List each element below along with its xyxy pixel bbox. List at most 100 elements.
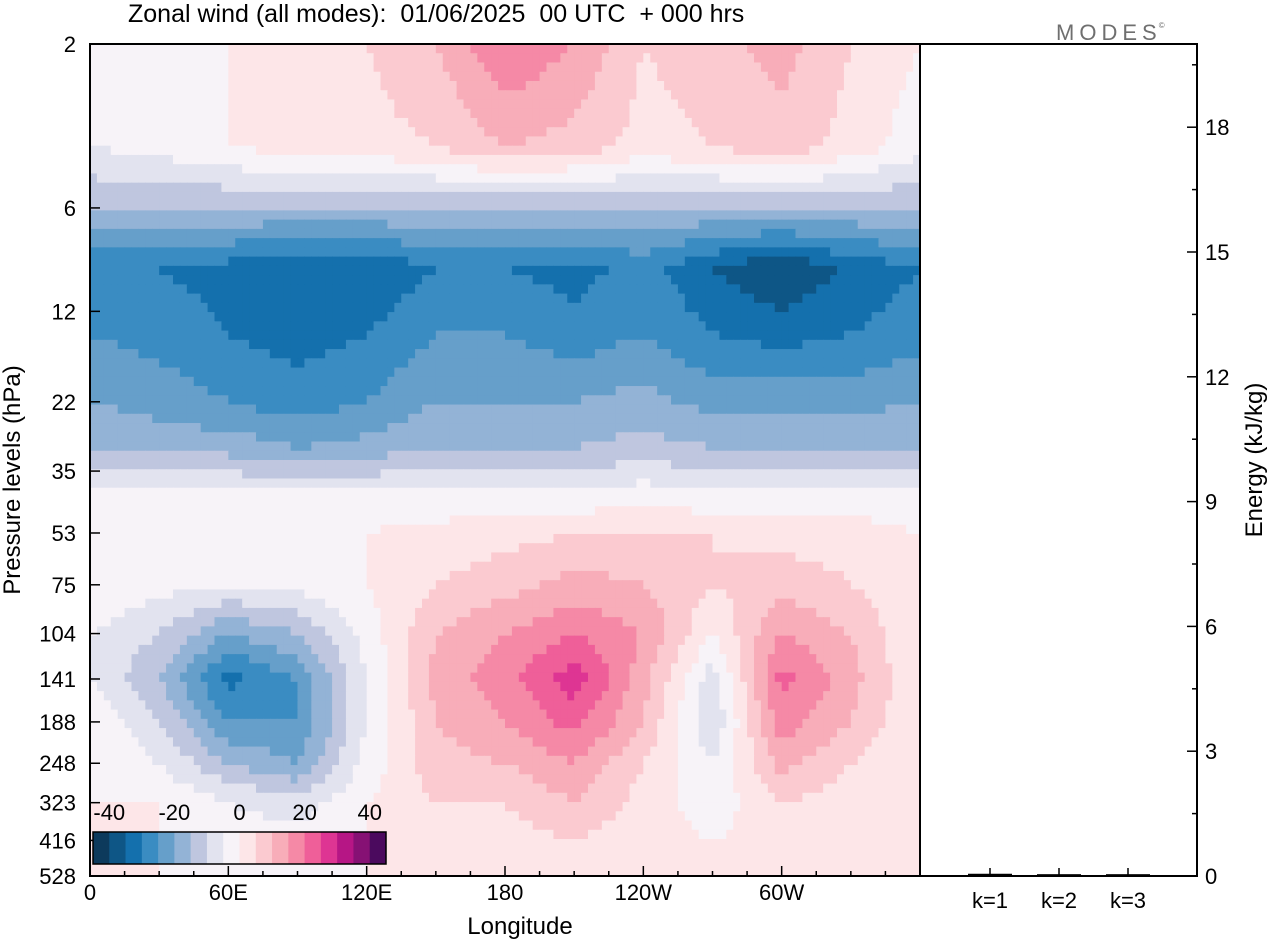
heatmap-cell (173, 284, 181, 295)
heatmap-cell (470, 395, 478, 406)
heatmap-cell (311, 413, 319, 424)
heatmap-cell (878, 145, 887, 156)
heatmap-cell (131, 413, 140, 424)
heatmap-cell (560, 127, 568, 138)
heatmap-cell (332, 293, 340, 304)
heatmap-cell (615, 238, 624, 248)
heatmap-cell (193, 117, 202, 128)
heatmap-cell (698, 210, 707, 221)
heatmap-cell (684, 154, 693, 165)
heatmap-cell (671, 108, 679, 119)
heatmap-cell (352, 71, 361, 82)
heatmap-cell (754, 210, 762, 221)
heatmap-cell (276, 376, 285, 387)
heatmap-cell (428, 284, 437, 295)
heatmap-cell (477, 219, 485, 230)
heatmap-cell (740, 247, 748, 258)
heatmap-cell (235, 376, 243, 387)
heatmap-cell (484, 404, 492, 415)
heatmap-cell (428, 80, 437, 91)
heatmap-cell (740, 293, 748, 304)
heatmap-cell (442, 108, 451, 119)
heatmap-cell (297, 90, 306, 101)
heatmap-cell (477, 71, 485, 82)
heatmap-cell (899, 275, 907, 285)
heatmap-cell (90, 339, 98, 350)
heatmap-cell (262, 386, 271, 396)
heatmap-cell (228, 228, 236, 239)
heatmap-cell (283, 136, 292, 147)
heatmap-cell (249, 238, 257, 248)
heatmap-cell (131, 127, 140, 138)
heatmap-cell (408, 367, 416, 378)
heatmap-cell (131, 228, 140, 239)
heatmap-cell (657, 191, 665, 202)
heatmap-cell (837, 117, 845, 128)
heatmap-cell (553, 62, 561, 73)
heatmap-cell (629, 367, 638, 378)
heatmap-cell (186, 376, 195, 387)
heatmap-cell (173, 247, 181, 258)
heatmap-cell (200, 154, 209, 165)
heatmap-cell (470, 284, 478, 295)
heatmap-cell (159, 367, 167, 378)
heatmap-cell (124, 238, 133, 248)
heatmap-cell (767, 201, 776, 211)
heatmap-cell (304, 395, 312, 406)
heatmap-cell (615, 275, 624, 285)
heatmap-cell (719, 219, 727, 230)
heatmap-cell (802, 136, 810, 147)
heatmap-cell (484, 284, 492, 295)
heatmap-cell (311, 358, 319, 369)
heatmap-cell (145, 90, 153, 101)
heatmap-cell (525, 349, 534, 359)
heatmap-cell (594, 154, 603, 165)
heatmap-cell (850, 293, 859, 304)
heatmap-cell (325, 80, 333, 91)
heatmap-cell (415, 201, 423, 211)
heatmap-cell (850, 145, 859, 156)
heatmap-cell (442, 302, 451, 313)
heatmap-cell (615, 247, 624, 258)
heatmap-cell (899, 108, 907, 119)
heatmap-cell (269, 108, 278, 119)
heatmap-cell (428, 201, 437, 211)
heatmap-cell (864, 53, 873, 64)
heatmap-cell (574, 367, 582, 378)
heatmap-cell (560, 367, 568, 378)
heatmap-cell (90, 173, 98, 184)
heatmap-cell (117, 210, 126, 221)
heatmap-cell (311, 386, 319, 396)
heatmap-cell (850, 164, 859, 175)
heatmap-cell (615, 284, 624, 295)
heatmap-cell (373, 99, 382, 110)
heatmap-cell (726, 90, 734, 101)
heatmap-cell (242, 145, 250, 156)
heatmap-cell (795, 312, 804, 322)
heatmap-cell (193, 321, 202, 332)
heatmap-cell (643, 127, 651, 138)
heatmap-cell (601, 154, 610, 165)
heatmap-cell (339, 127, 347, 138)
heatmap-cell (304, 293, 312, 304)
heatmap-cell (733, 136, 741, 147)
heatmap-cell (242, 312, 250, 322)
heatmap-cell (574, 210, 582, 221)
heatmap-cell (892, 395, 900, 406)
heatmap-cell (456, 265, 465, 276)
heatmap-cell (311, 219, 319, 230)
heatmap-cell (747, 210, 755, 221)
heatmap-cell (781, 367, 790, 378)
heatmap-cell (574, 80, 582, 91)
heatmap-cell (290, 247, 299, 258)
heatmap-cell (269, 275, 278, 285)
heatmap-cell (636, 321, 644, 332)
heatmap-cell (484, 330, 492, 341)
heatmap-cell (366, 423, 375, 433)
heatmap-cell (145, 413, 153, 424)
heatmap-cell (539, 238, 548, 248)
heatmap-cell (567, 358, 575, 369)
heatmap-cell (131, 201, 140, 211)
heatmap-cell (359, 413, 368, 424)
heatmap-cell (269, 395, 278, 406)
